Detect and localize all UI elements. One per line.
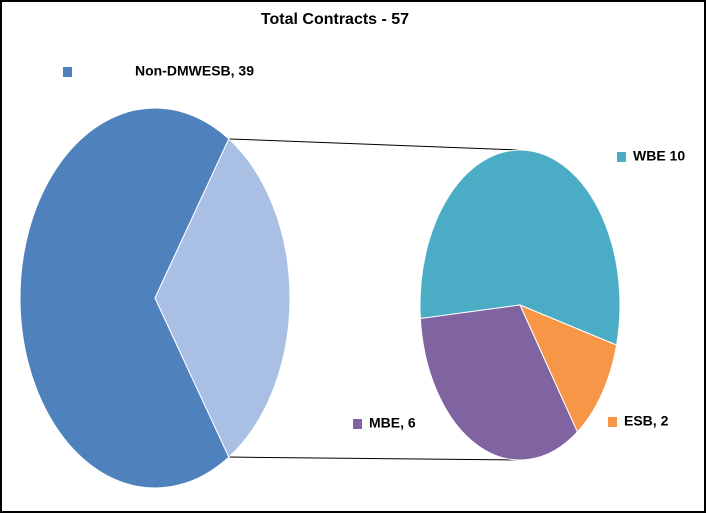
pie-slice xyxy=(419,304,578,461)
data-label: WBE 10 xyxy=(633,148,685,164)
pie-slice xyxy=(19,107,230,489)
legend-marker xyxy=(63,67,72,77)
legend-marker xyxy=(608,417,617,427)
legend-marker xyxy=(353,419,362,429)
chart-title: Total Contracts - 57 xyxy=(261,11,409,28)
data-label: Non-DMWESB, 39 xyxy=(135,63,254,79)
legend-marker xyxy=(617,152,626,162)
connector xyxy=(228,456,521,461)
pie-slice xyxy=(519,304,618,433)
data-label: ESB, 2 xyxy=(624,413,669,429)
data-label: MBE, 6 xyxy=(369,415,416,431)
connector xyxy=(228,138,521,151)
pie-slice xyxy=(419,149,621,346)
other-slice xyxy=(154,138,291,458)
